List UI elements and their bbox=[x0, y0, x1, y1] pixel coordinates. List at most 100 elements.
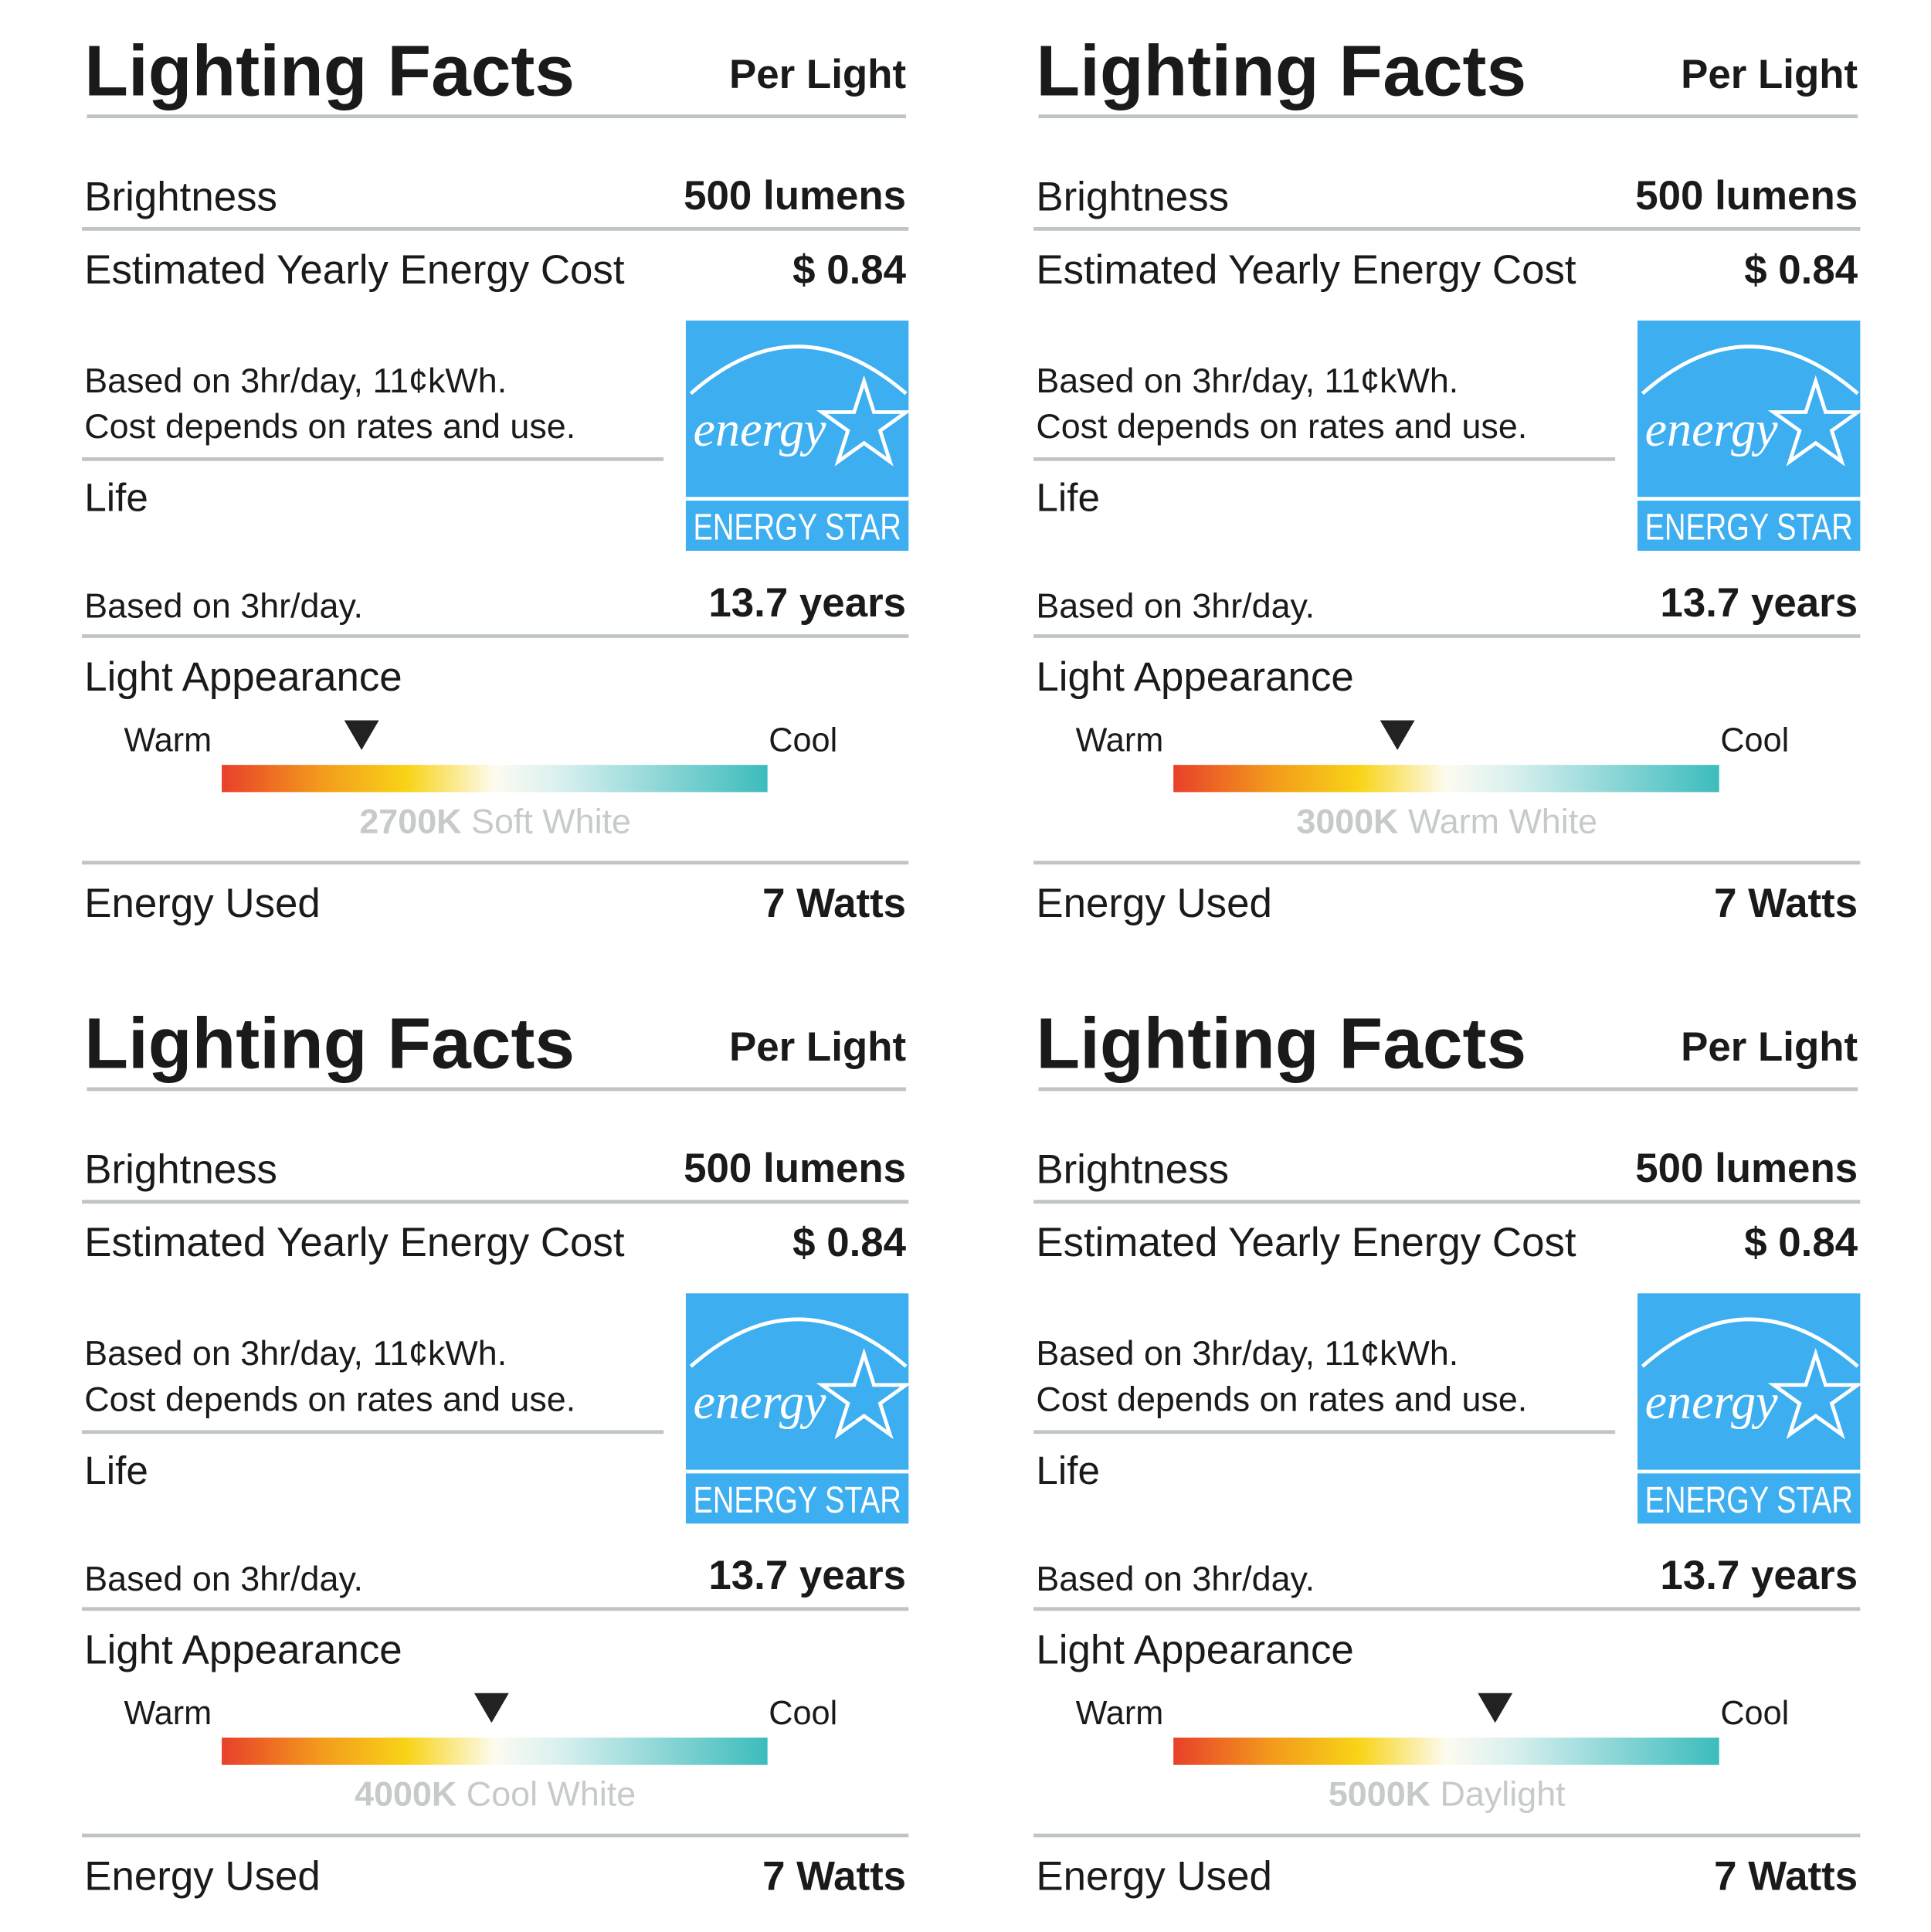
logo-script: energy bbox=[1645, 1374, 1779, 1429]
brightness-label: Brightness bbox=[1036, 174, 1229, 219]
life-label: Life bbox=[84, 476, 148, 520]
logo-box bbox=[1637, 320, 1861, 551]
brightness-label: Brightness bbox=[84, 174, 277, 219]
temperature-text: 4000K Cool White bbox=[355, 1774, 636, 1814]
brightness-label: Brightness bbox=[1036, 1147, 1229, 1193]
logo-box bbox=[1637, 1293, 1861, 1524]
logo-star bbox=[816, 375, 912, 467]
cost-value: $ 0.84 bbox=[1744, 247, 1858, 293]
logo-box bbox=[685, 1293, 909, 1524]
warm-label: Warm bbox=[1076, 722, 1164, 759]
logo-arc bbox=[1641, 345, 1859, 396]
logo-star bbox=[1767, 1347, 1864, 1440]
appearance-marker bbox=[344, 720, 379, 750]
color-scale bbox=[1173, 1737, 1719, 1765]
temperature: 3000K bbox=[1296, 801, 1398, 840]
per-serving: Per Light bbox=[729, 52, 906, 97]
cost-label: Estimated Yearly Energy Cost bbox=[1036, 247, 1576, 293]
brightness-value: 500 lumens bbox=[684, 1146, 906, 1191]
temperature-name: Cool White bbox=[467, 1774, 636, 1814]
life-note: Based on 3hr/day. bbox=[1036, 1559, 1315, 1598]
cost-note: Cost depends on rates and use. bbox=[1036, 406, 1527, 446]
lighting-facts-label: Lighting Facts Per Light Brightness 500 lum… bbox=[1033, 30, 1864, 926]
temperature: 2700K bbox=[359, 801, 461, 840]
logo-star bbox=[1767, 375, 1864, 467]
temperature-name: Daylight bbox=[1441, 1774, 1566, 1814]
temperature-text: 3000K Warm White bbox=[1296, 801, 1597, 840]
cost-note: Cost depends on rates and use. bbox=[1036, 1379, 1527, 1418]
temperature-text: 5000K Daylight bbox=[1329, 1774, 1566, 1814]
cool-label: Cool bbox=[769, 722, 837, 759]
life-label: Life bbox=[1036, 1448, 1100, 1492]
logo-text: ENERGY STAR bbox=[694, 507, 901, 548]
brightness-value: 500 lumens bbox=[1635, 173, 1858, 219]
life-value: 13.7 years bbox=[1660, 1553, 1858, 1598]
appearance-marker bbox=[473, 1693, 509, 1723]
lighting-facts-label: Lighting Facts Per Light Brightness 500 lum… bbox=[1033, 1003, 1864, 1900]
logo-script: energy bbox=[694, 402, 827, 457]
energy-label: Energy Used bbox=[1036, 1854, 1272, 1900]
appearance-marker bbox=[1380, 720, 1415, 750]
cool-label: Cool bbox=[769, 1695, 837, 1732]
life-note: Based on 3hr/day. bbox=[1036, 586, 1315, 625]
appearance-label: Light Appearance bbox=[84, 654, 402, 700]
cool-label: Cool bbox=[1720, 722, 1789, 759]
logo-arc bbox=[689, 1317, 908, 1368]
energy-value: 7 Watts bbox=[762, 881, 906, 926]
title: Lighting Facts bbox=[1036, 1003, 1526, 1084]
life-value: 13.7 years bbox=[1660, 580, 1858, 626]
logo-text: ENERGY STAR bbox=[1645, 1479, 1853, 1521]
brightness-value: 500 lumens bbox=[684, 173, 906, 219]
energy-label: Energy Used bbox=[84, 1854, 321, 1900]
life-value: 13.7 years bbox=[708, 1553, 906, 1598]
appearance-label: Light Appearance bbox=[1036, 654, 1353, 700]
logo-box bbox=[685, 320, 909, 551]
temperature: 5000K bbox=[1329, 1774, 1430, 1814]
logo-arc bbox=[1641, 1317, 1859, 1368]
cost-note: Based on 3hr/day, 11¢kWh. bbox=[84, 361, 507, 400]
life-label: Life bbox=[84, 1448, 148, 1492]
lighting-facts-label: Lighting Facts Per Light Brightness 500 lum… bbox=[82, 1003, 912, 1900]
color-scale bbox=[1173, 765, 1719, 793]
energy-value: 7 Watts bbox=[762, 1854, 906, 1900]
cost-note: Based on 3hr/day, 11¢kWh. bbox=[1036, 1333, 1458, 1373]
cost-label: Estimated Yearly Energy Cost bbox=[1036, 1220, 1576, 1265]
energy-value: 7 Watts bbox=[1714, 881, 1858, 926]
logo-script: energy bbox=[1645, 402, 1779, 457]
cost-label: Estimated Yearly Energy Cost bbox=[84, 1220, 625, 1265]
logo-star bbox=[816, 1347, 912, 1440]
appearance-label: Light Appearance bbox=[1036, 1627, 1353, 1672]
color-scale bbox=[222, 1737, 768, 1765]
appearance-label: Light Appearance bbox=[84, 1627, 402, 1672]
cost-value: $ 0.84 bbox=[792, 1220, 907, 1265]
warm-label: Warm bbox=[1076, 1695, 1164, 1732]
cost-value: $ 0.84 bbox=[1744, 1220, 1858, 1265]
life-value: 13.7 years bbox=[708, 580, 906, 626]
energy-label: Energy Used bbox=[1036, 881, 1272, 926]
cool-label: Cool bbox=[1720, 1695, 1789, 1732]
temperature-name: Warm White bbox=[1408, 801, 1597, 840]
cost-note: Cost depends on rates and use. bbox=[84, 1379, 575, 1418]
brightness-label: Brightness bbox=[84, 1147, 277, 1193]
cost-value: $ 0.84 bbox=[792, 247, 907, 293]
title: Lighting Facts bbox=[1036, 30, 1526, 110]
life-note: Based on 3hr/day. bbox=[84, 1559, 363, 1598]
color-scale bbox=[222, 765, 768, 793]
per-serving: Per Light bbox=[1681, 1024, 1858, 1070]
cost-note: Cost depends on rates and use. bbox=[84, 406, 575, 446]
title: Lighting Facts bbox=[84, 1003, 575, 1084]
warm-label: Warm bbox=[124, 722, 212, 759]
life-note: Based on 3hr/day. bbox=[84, 586, 363, 625]
life-label: Life bbox=[1036, 476, 1100, 520]
energy-value: 7 Watts bbox=[1714, 1854, 1858, 1900]
per-serving: Per Light bbox=[1681, 52, 1858, 97]
temperature-name: Soft White bbox=[471, 801, 631, 840]
logo-text: ENERGY STAR bbox=[1645, 507, 1853, 548]
cost-note: Based on 3hr/day, 11¢kWh. bbox=[1036, 361, 1458, 400]
per-serving: Per Light bbox=[729, 1024, 906, 1070]
temperature-text: 2700K Soft White bbox=[359, 801, 631, 840]
cost-note: Based on 3hr/day, 11¢kWh. bbox=[84, 1333, 507, 1373]
brightness-value: 500 lumens bbox=[1635, 1146, 1858, 1191]
lighting-facts-label: Lighting Facts Per Light Brightness 500 lum… bbox=[82, 30, 912, 926]
